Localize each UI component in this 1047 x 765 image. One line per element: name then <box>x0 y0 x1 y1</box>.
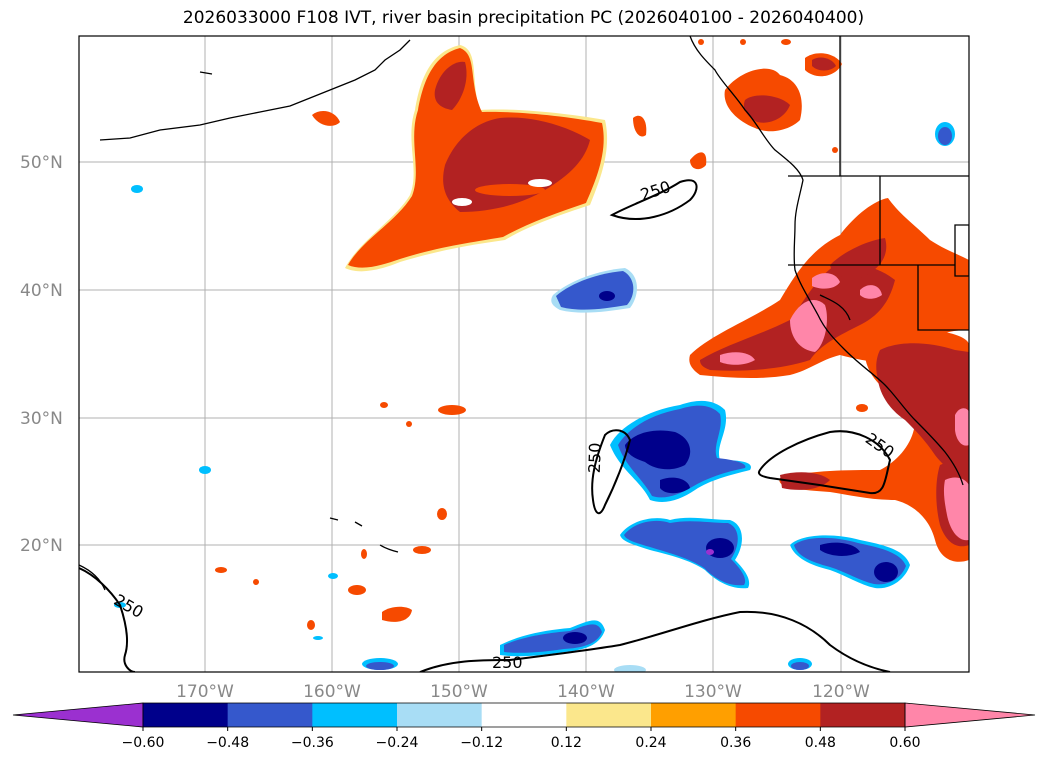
contour-label-center: 250 <box>585 442 605 473</box>
positive-anomaly-north-pacific <box>312 45 707 272</box>
colorbar-tick-label: 0.36 <box>720 735 751 751</box>
lon-label-160w: 160°W <box>303 682 361 702</box>
contour-label-south: 250 <box>492 653 523 672</box>
lat-label-30n: 30°N <box>20 409 63 429</box>
positive-anomaly-west-us <box>689 198 969 562</box>
colorbar-tick-label: −0.36 <box>291 735 334 751</box>
colorbar: −0.60 −0.48 −0.36 −0.24 −0.12 0.12 0.24 0.36 0.4… <box>12 702 1036 751</box>
colorbar-tick-label: 0.12 <box>551 735 582 751</box>
colorbar-swatch <box>481 703 567 727</box>
lon-label-150w: 150°W <box>430 682 488 702</box>
colorbar-swatch <box>143 703 229 727</box>
colorbar-swatch <box>820 703 906 727</box>
colorbar-swatch <box>227 703 313 727</box>
positive-anomaly-bc <box>724 53 842 132</box>
colorbar-swatch <box>312 703 398 727</box>
coastlines <box>79 36 969 591</box>
lon-label-120w: 120°W <box>812 682 870 702</box>
lat-label-50n: 50°N <box>20 153 63 173</box>
colorbar-tick-label: −0.24 <box>376 735 419 751</box>
colorbar-extend-left <box>12 702 144 728</box>
colorbar-tick-label: −0.48 <box>206 735 249 751</box>
colorbar-tick-label: 0.48 <box>805 735 836 751</box>
colorbar-swatch <box>735 703 821 727</box>
colorbar-tick-label: −0.12 <box>460 735 503 751</box>
colorbar-tick-label: 0.60 <box>889 735 920 751</box>
map-frame <box>78 35 970 673</box>
lat-label-40n: 40°N <box>20 281 63 301</box>
colorbar-extend-right <box>904 702 1036 728</box>
colorbar-tick-label: 0.24 <box>635 735 666 751</box>
positive-anomaly-small-spots <box>215 39 868 630</box>
negative-anomaly-regions <box>114 122 955 672</box>
lon-label-170w: 170°W <box>176 682 234 702</box>
colorbar-swatch <box>651 703 737 727</box>
map-title: 2026033000 F108 IVT, river basin precipi… <box>182 8 865 28</box>
lat-label-20n: 20°N <box>20 536 63 556</box>
colorbar-swatch <box>397 703 483 727</box>
lon-label-130w: 130°W <box>684 682 742 702</box>
ivt-contours <box>79 179 892 672</box>
colorbar-swatch <box>566 703 652 727</box>
map-panel: 250 250 250 250 250 <box>79 36 969 672</box>
lon-label-140w: 140°W <box>557 682 615 702</box>
colorbar-tick-label: −0.60 <box>122 735 165 751</box>
